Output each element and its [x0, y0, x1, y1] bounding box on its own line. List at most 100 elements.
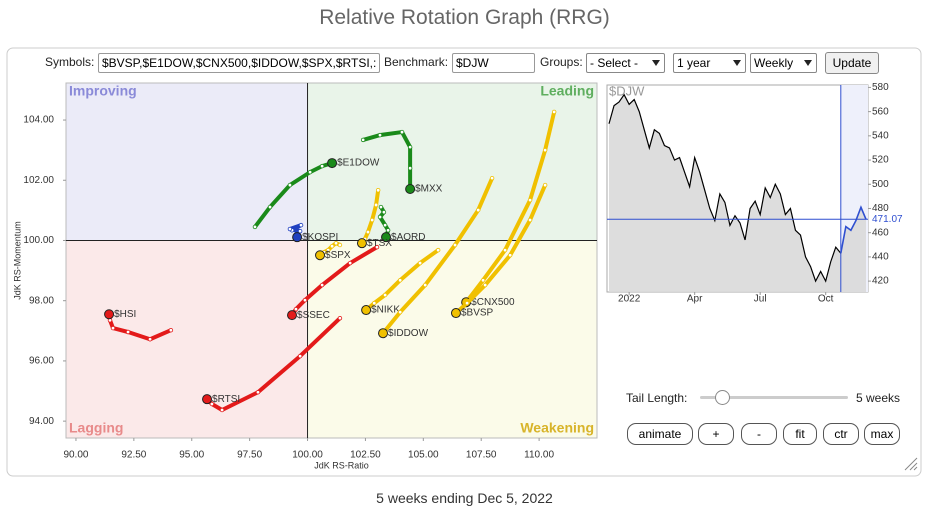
chart-title: $DJW: [609, 83, 645, 98]
y-tick-label: 580: [872, 82, 889, 93]
x-tick-label: 92.50: [121, 450, 146, 461]
page-title: Relative Rotation Graph (RRG): [319, 6, 610, 29]
symbol-label: $SSEC: [297, 310, 330, 321]
symbols-label: Symbols:: [45, 55, 95, 69]
y-tick-label: 520: [872, 155, 889, 166]
zoom-in-button[interactable]: +: [698, 423, 734, 445]
tail-point: [337, 315, 343, 321]
fit-button[interactable]: fit: [783, 423, 817, 445]
y-tick-label: 94.00: [29, 416, 54, 427]
quadrant-label: Lagging: [69, 420, 123, 436]
symbol-label: $CNX500: [471, 297, 515, 308]
head-point: [378, 328, 389, 339]
tail-point: [297, 228, 303, 234]
tail-point: [407, 144, 413, 150]
tail-point: [542, 147, 548, 153]
x-tick-label: 105.00: [408, 450, 439, 461]
tail-point: [375, 187, 381, 193]
tail-point: [489, 175, 495, 181]
tail-point: [307, 169, 313, 175]
tail-point: [298, 222, 304, 228]
tail-point: [527, 197, 533, 203]
benchmark-input[interactable]: $DJW: [452, 53, 535, 73]
footer: 5 weeks ending Dec 5, 2022: [376, 490, 553, 506]
tail-point: [147, 337, 153, 342]
tail-point: [452, 242, 458, 248]
x-tick-label: 100.00: [292, 450, 323, 461]
tail-point: [365, 229, 371, 235]
ctr-button[interactable]: ctr: [823, 423, 859, 445]
tail-point: [302, 297, 308, 303]
groups-select[interactable]: - Select -: [586, 53, 665, 73]
y-tick-label: 460: [872, 227, 889, 238]
tail-point: [464, 300, 470, 306]
symbols-input[interactable]: $BVSP,$E1DOW,$CNX500,$IDDOW,$SPX,$RTSI,:: [98, 53, 380, 73]
tail-point: [209, 401, 215, 407]
tail-point: [377, 214, 383, 220]
tail-point: [378, 204, 384, 210]
quadrant-label: Leading: [540, 83, 594, 99]
tail-point: [435, 247, 441, 253]
tail-point: [385, 228, 391, 233]
quadrant: [307, 83, 597, 241]
plot-border: [65, 82, 598, 439]
interval-select[interactable]: Weekly: [750, 53, 817, 73]
y-tick-label: 540: [872, 130, 889, 141]
tail-point: [369, 217, 375, 223]
tail-slider[interactable]: [700, 396, 848, 399]
x-tick-label: 110.00: [524, 450, 554, 461]
tail-length-value: 5 weeks: [856, 391, 901, 405]
tail-point: [397, 278, 403, 283]
head-point: [381, 232, 392, 243]
symbol-label: $IDDOW: [388, 328, 429, 339]
y-tick-label: 420: [872, 276, 889, 287]
tail-point: [373, 202, 379, 208]
tail-line: [464, 109, 557, 305]
symbol-label: $BVSP: [461, 308, 494, 319]
tail-point: [381, 209, 387, 215]
tail-point: [255, 390, 261, 395]
benchmark-label: Benchmark:: [384, 55, 449, 69]
quadrant: [307, 240, 597, 438]
tail-point: [542, 182, 548, 188]
tail-point: [417, 260, 423, 266]
tail-point: [333, 240, 339, 246]
tail-point: [551, 109, 557, 115]
tail-point: [476, 207, 481, 213]
symbol-label: $E1DOW: [337, 158, 380, 169]
head-point: [361, 305, 372, 316]
animate-button[interactable]: animate: [627, 423, 693, 445]
symbol-label: $MXX: [415, 184, 443, 195]
tail-point: [502, 247, 508, 253]
y-tick-label: 440: [872, 252, 889, 263]
tail-point: [527, 217, 533, 223]
y-tick-label: 500: [872, 179, 889, 190]
quadrant-label: Weakening: [520, 420, 594, 436]
tail-point: [287, 182, 293, 188]
tail-point: [219, 407, 225, 413]
x-axis-title: JdK RS-Ratio: [314, 460, 369, 470]
tail-point: [287, 226, 293, 232]
tail-point: [297, 353, 303, 359]
head-point: [292, 232, 303, 243]
period-select[interactable]: 1 year: [673, 53, 746, 73]
x-tick-label: 102.50: [350, 450, 381, 461]
head-point: [104, 309, 115, 320]
symbol-label: $TSX: [367, 238, 392, 249]
x-tick-label: Jul: [754, 294, 767, 305]
head-point: [315, 250, 326, 261]
symbol-label: $NIKK: [371, 305, 400, 316]
y-axis-title: JdK RS-Momentum: [12, 221, 22, 300]
y-tick-label: 480: [872, 203, 889, 214]
tail-point: [377, 132, 383, 138]
price-line: [608, 93, 842, 283]
y-tick-label: 100.00: [23, 235, 54, 246]
y-tick-label: 96.00: [29, 356, 54, 367]
update-button[interactable]: Update: [825, 52, 879, 74]
tail-slider-knob[interactable]: [715, 390, 730, 405]
zoom-out-button[interactable]: -: [741, 423, 777, 445]
max-button[interactable]: max: [864, 423, 900, 445]
head-point: [287, 310, 298, 321]
tail-point: [382, 292, 388, 298]
